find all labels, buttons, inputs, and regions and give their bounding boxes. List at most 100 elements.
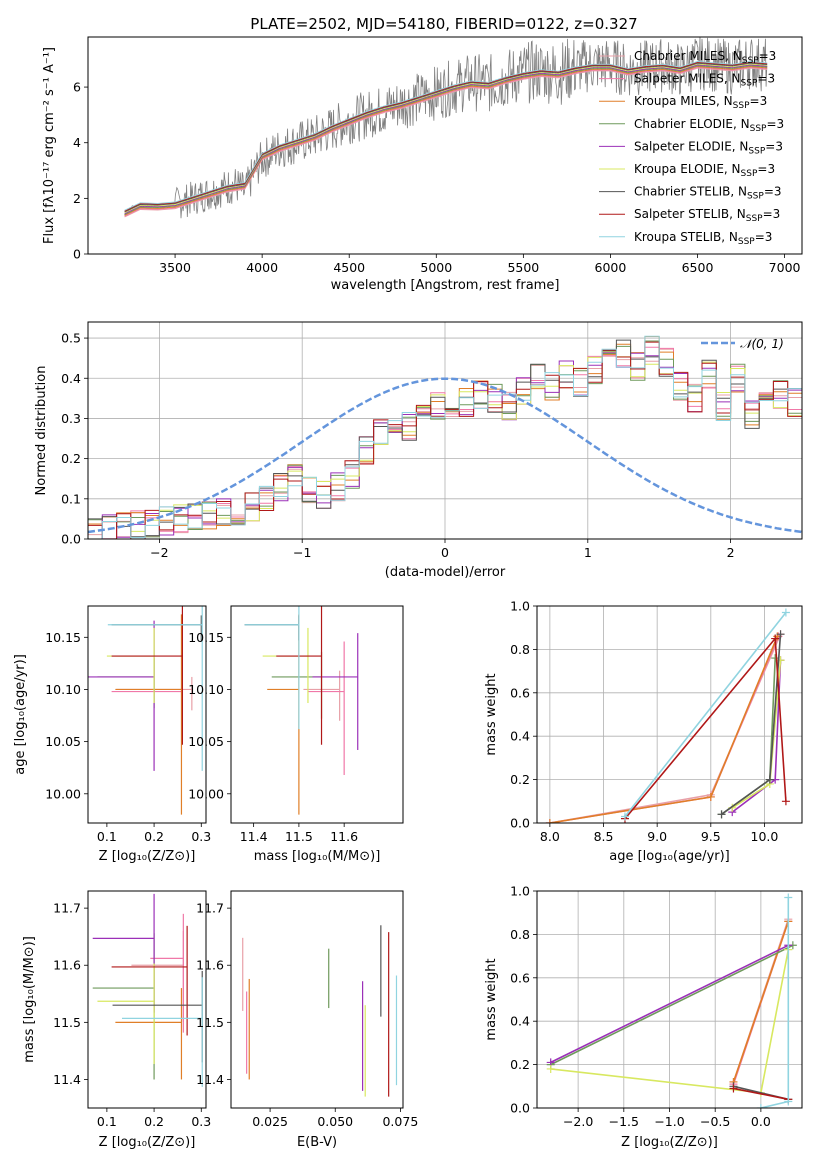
mass-weight-marker	[546, 1064, 555, 1073]
mass-weight-marker	[545, 819, 554, 823]
panel-spectrum: Chabrier MILES, NSSP=3 Salpeter MILES, NS…	[42, 36, 803, 293]
x-tick-label: 7000	[769, 260, 801, 275]
mass-weight-line	[733, 1087, 789, 1101]
mass-weight-marker	[776, 630, 785, 639]
y-tick-label: 10.10	[45, 682, 81, 697]
legend-label: Salpeter MILES, NSSP=3	[634, 72, 775, 89]
y-tick-label: 10.00	[45, 786, 81, 801]
y-tick-label: 0.2	[510, 772, 530, 787]
x-tick-label: 11.4	[240, 829, 268, 844]
x-axis-label: wavelength [Angstrom, rest frame]	[331, 278, 560, 293]
x-tick-label: 9.5	[701, 829, 721, 844]
mass-weight-line	[550, 944, 789, 1064]
x-tick-label: 3500	[159, 260, 191, 275]
y-axis-label: age [log₁₀(age/yr)]	[13, 654, 28, 775]
y-tick-label: 0.0	[61, 532, 81, 547]
legend-label: 𝒩(0, 1)	[740, 337, 784, 351]
mass-weight-marker	[781, 608, 790, 617]
mass-weight-marker	[771, 634, 780, 643]
panel-massweight-vs-Z: −2.0 −1.5 −1.0 −0.5 0.0 0.0 0.2 0.4 0.6 0.8 1.0 Z […	[484, 884, 803, 1150]
y-tick-label: 10.15	[45, 630, 81, 645]
x-tick-label: 0	[441, 545, 449, 560]
x-tick-label: −2.0	[563, 1114, 593, 1129]
legend-label: Kroupa ELODIE, NSSP=3	[634, 162, 775, 179]
x-tick-label: 5000	[420, 260, 452, 275]
model-spectrum	[124, 64, 768, 215]
y-tick-label: 0.8	[510, 642, 530, 657]
x-tick-label: 0.3	[191, 829, 211, 844]
y-axis-label: mass weight	[484, 958, 499, 1040]
legend-label: Salpeter ELODIE, NSSP=3	[634, 139, 783, 156]
y-tick-label: 0.4	[510, 1014, 530, 1029]
plot-area	[88, 335, 802, 539]
y-tick-label: 0.6	[510, 685, 530, 700]
x-tick-label: 0.3	[191, 1114, 211, 1129]
x-tick-label: −1	[293, 545, 311, 560]
mass-weight-line	[550, 944, 794, 1066]
plot-area	[124, 37, 768, 219]
x-tick-label: 6500	[682, 260, 714, 275]
legend-label: Chabrier ELODIE, NSSP=3	[634, 117, 784, 134]
mass-weight-line	[549, 636, 779, 823]
x-axis-label: Z [log₁₀(Z/Z⊙)]	[621, 1135, 718, 1150]
legend-label: Chabrier STELIB, NSSP=3	[634, 185, 782, 202]
axes-frame	[87, 36, 803, 255]
x-tick-label: 0.075	[382, 1114, 418, 1129]
mass-weight-line	[732, 921, 790, 1083]
plot-area	[546, 893, 797, 1108]
y-tick-label: 0.6	[510, 970, 530, 985]
x-tick-label: 8.5	[594, 829, 614, 844]
mass-weight-marker	[729, 1084, 738, 1093]
panel-massweight-vs-age: 8.0 8.5 9.0 9.5 10.0 0.0 0.2 0.4 0.6 0.8 1.0 age [l…	[484, 599, 803, 864]
mass-weight-marker	[765, 775, 774, 784]
y-tick-label: 10.15	[188, 630, 224, 645]
y-tick-label: 0.1	[61, 491, 81, 506]
x-axis-label: (data-model)/error	[385, 565, 506, 580]
mass-weight-line	[624, 612, 787, 817]
y-tick-label: 11.7	[196, 901, 224, 916]
mass-weight-line	[624, 636, 787, 820]
y-tick-label: 2	[73, 191, 81, 206]
x-tick-label: 10.0	[751, 829, 779, 844]
plot-area	[244, 606, 359, 815]
plot-area	[242, 925, 398, 1097]
x-tick-label: 0.2	[144, 1114, 164, 1129]
x-tick-label: 1	[584, 545, 592, 560]
y-tick-label: 0.4	[61, 371, 81, 386]
y-tick-label: 4	[73, 135, 81, 150]
x-tick-label: 0.050	[317, 1114, 353, 1129]
plot-area	[88, 606, 203, 815]
legend-label: Kroupa MILES, NSSP=3	[634, 94, 767, 111]
panel-residuals: 𝒩(0, 1) −2 −1 0 1 2 0.0 0.1 0.2 0.3 0.4 0.5 (data-mo…	[34, 321, 803, 580]
model-spectrum	[124, 65, 768, 215]
y-tick-label: 10.05	[188, 734, 224, 749]
y-axis-label: Normed distribution	[34, 366, 49, 496]
y-tick-label: 1.0	[510, 884, 530, 899]
x-axis-label: mass [log₁₀(M/M⊙)]	[254, 849, 381, 864]
plot-area	[92, 893, 203, 1087]
panel-age-vs-Z: 0.1 0.2 0.3 10.00 10.05 10.10 10.15 Z [log₁₀(Z/…	[13, 605, 211, 864]
y-tick-label: 0.4	[510, 729, 530, 744]
x-tick-label: 8.0	[540, 829, 560, 844]
figure-title: PLATE=2502, MJD=54180, FIBERID=0122, z=0…	[250, 15, 637, 33]
x-axis-label: Z [log₁₀(Z/Z⊙)]	[99, 1135, 196, 1150]
x-tick-label: 0.0	[751, 1114, 771, 1129]
residual-histogram	[88, 339, 802, 538]
observed-spectrum	[124, 37, 768, 219]
plot-area	[545, 608, 790, 823]
x-tick-label: −1.0	[654, 1114, 684, 1129]
x-tick-label: 4500	[333, 260, 365, 275]
x-tick-label: 0.025	[252, 1114, 288, 1129]
x-tick-label: −1.5	[609, 1114, 639, 1129]
y-tick-label: 0.0	[510, 816, 530, 831]
gaussian-curve	[88, 377, 802, 534]
y-tick-label: 10.00	[188, 786, 224, 801]
x-tick-label: 11.6	[330, 829, 358, 844]
y-tick-label: 11.5	[53, 1015, 81, 1030]
axes-frame	[536, 605, 803, 824]
model-spectrum	[124, 61, 768, 211]
x-tick-label: 0.1	[97, 1114, 117, 1129]
panels: Chabrier MILES, NSSP=3 Salpeter MILES, NS…	[13, 36, 803, 1150]
axes-frame	[230, 890, 404, 1109]
